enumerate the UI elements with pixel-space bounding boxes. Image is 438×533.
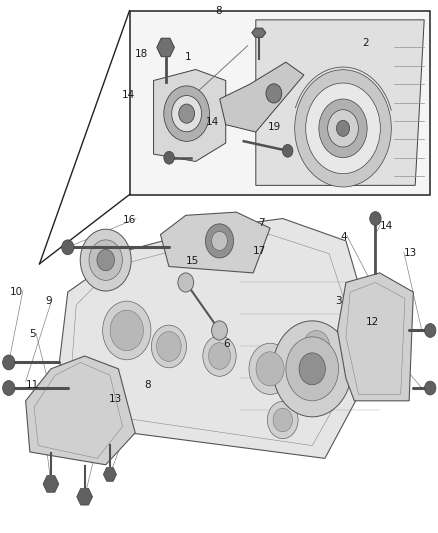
Polygon shape [255,20,423,185]
Text: 6: 6 [223,339,229,349]
Circle shape [305,83,379,174]
Polygon shape [251,28,265,37]
Text: 11: 11 [25,380,39,390]
Text: 13: 13 [109,394,122,403]
Polygon shape [160,212,269,273]
Polygon shape [59,219,379,458]
Polygon shape [337,273,413,401]
Text: 14: 14 [379,221,392,231]
Text: 10: 10 [10,287,23,297]
Circle shape [211,231,227,251]
Text: 8: 8 [144,380,150,390]
Circle shape [282,144,292,157]
Circle shape [110,310,143,351]
Circle shape [3,381,15,395]
Text: 9: 9 [45,296,52,306]
Text: 7: 7 [258,218,264,228]
Circle shape [294,70,390,187]
Text: 8: 8 [215,6,222,16]
Polygon shape [103,467,116,481]
Circle shape [303,330,329,362]
Circle shape [336,120,349,136]
Circle shape [151,325,186,368]
Text: 18: 18 [135,50,148,59]
Circle shape [61,240,74,255]
Circle shape [163,151,174,164]
Text: 16: 16 [123,215,136,224]
Polygon shape [219,62,303,132]
Circle shape [205,224,233,258]
Circle shape [3,355,15,370]
Text: 17: 17 [253,246,266,255]
Polygon shape [43,475,59,492]
Circle shape [171,95,201,132]
Text: 2: 2 [362,38,368,47]
Text: 14: 14 [205,117,218,126]
Circle shape [285,337,338,401]
Circle shape [177,273,193,292]
Text: 12: 12 [365,318,378,327]
Circle shape [211,321,227,340]
Text: 4: 4 [339,232,346,241]
Text: 14: 14 [122,90,135,100]
Circle shape [272,408,292,432]
Polygon shape [156,38,174,56]
Circle shape [102,301,151,360]
Circle shape [298,353,325,385]
Circle shape [208,343,230,369]
Circle shape [248,343,290,394]
Text: 15: 15 [185,256,198,266]
Polygon shape [25,356,135,465]
Text: 1: 1 [184,52,191,62]
Polygon shape [153,69,225,161]
Circle shape [327,110,357,147]
Bar [129,11,429,195]
Circle shape [178,104,194,123]
Text: 5: 5 [29,329,36,339]
Circle shape [255,352,283,386]
Circle shape [296,322,336,370]
Circle shape [202,336,236,376]
Circle shape [163,86,209,141]
Polygon shape [77,488,92,505]
Circle shape [265,84,281,103]
Circle shape [80,229,131,291]
Circle shape [272,321,351,417]
Circle shape [156,332,181,361]
Text: 3: 3 [334,296,341,305]
Circle shape [97,249,114,271]
Circle shape [267,401,297,439]
Circle shape [318,99,366,158]
Circle shape [424,381,435,395]
Circle shape [424,324,435,337]
Circle shape [369,212,380,225]
Text: 13: 13 [403,248,416,258]
Circle shape [89,240,122,280]
Text: 19: 19 [267,122,280,132]
